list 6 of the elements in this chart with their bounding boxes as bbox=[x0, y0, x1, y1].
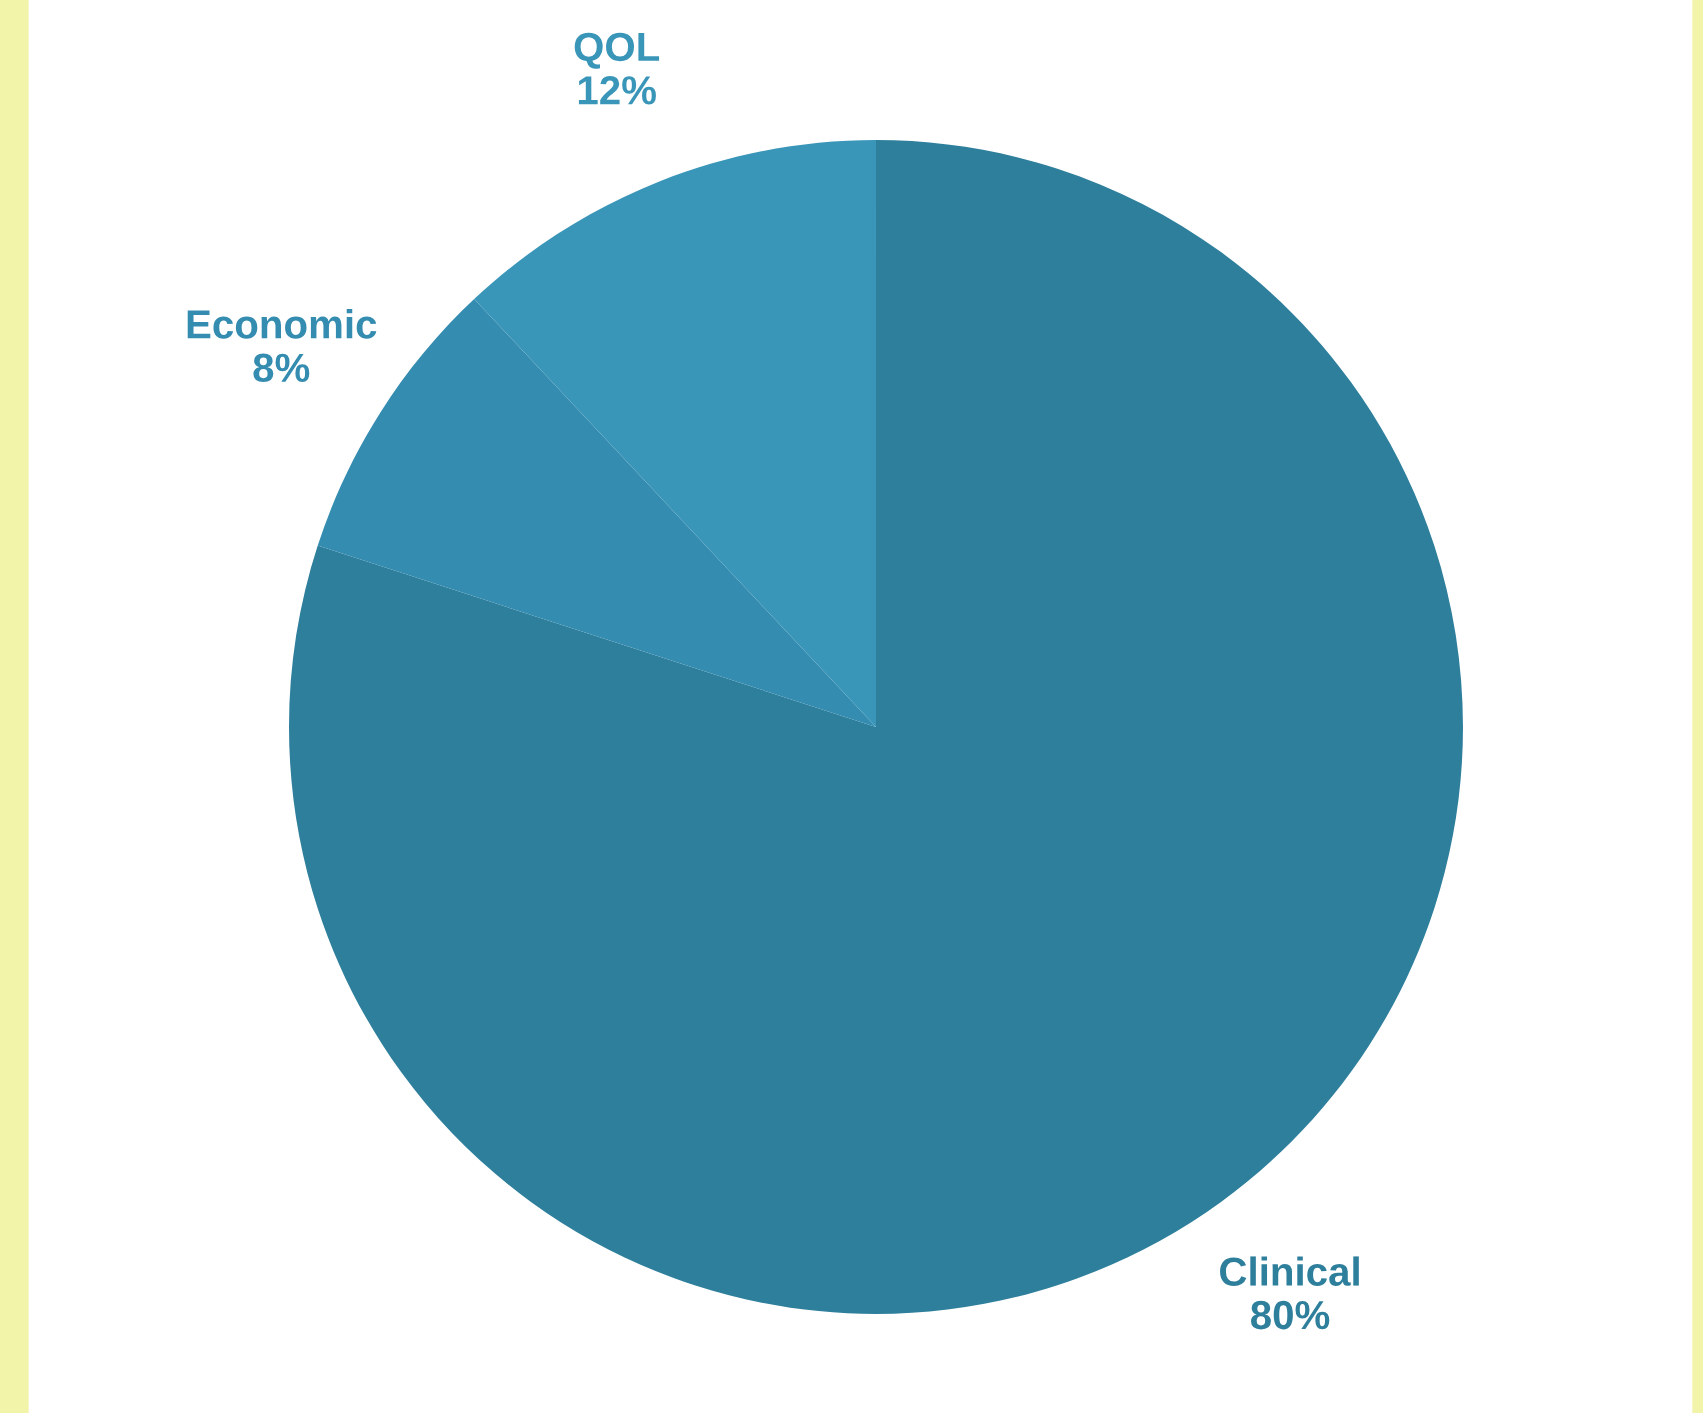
data-label: 8% bbox=[253, 353, 310, 383]
slice-label: QOL bbox=[574, 32, 660, 69]
data-label: 12% bbox=[578, 76, 656, 105]
slice-label: Clinical bbox=[1220, 1256, 1359, 1286]
data-label: 80% bbox=[1251, 1300, 1330, 1330]
slice-label: Economic bbox=[187, 309, 377, 339]
